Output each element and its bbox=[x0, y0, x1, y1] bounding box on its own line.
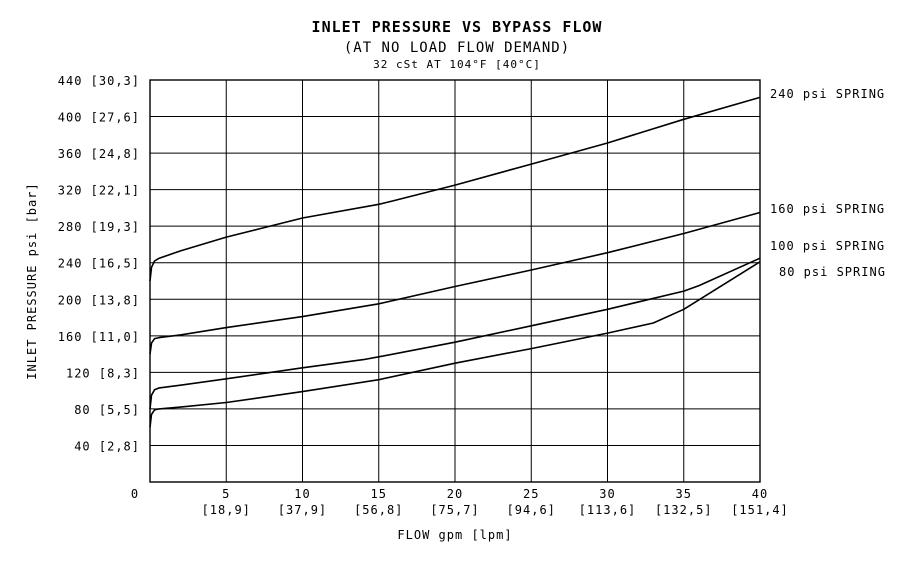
y-tick-label: 120 [8,3] bbox=[66, 366, 140, 380]
series bbox=[149, 96, 761, 428]
x-tick-sublabel: [37,9] bbox=[278, 503, 327, 517]
x-tick-sublabel: [132,5] bbox=[655, 503, 713, 517]
y-tick-label: 160 [11,0] bbox=[58, 330, 140, 344]
y-tick-label: 280 [19,3] bbox=[58, 220, 140, 234]
y-axis-label: INLET PRESSURE psi [bar] bbox=[25, 182, 39, 379]
x-tick-label: 15 bbox=[371, 487, 387, 501]
y-tick-label: 40 [2,8] bbox=[74, 439, 140, 453]
chart-title: INLET PRESSURE VS BYPASS FLOW bbox=[312, 18, 603, 36]
series-line bbox=[149, 261, 761, 428]
y-tick-label: 80 [5,5] bbox=[74, 403, 140, 417]
x-tick-sublabel: [18,9] bbox=[202, 503, 251, 517]
series-label: 160 psi SPRING bbox=[770, 202, 885, 216]
y-tick-label: 320 [22,1] bbox=[58, 184, 140, 198]
y-ticks: 40 [2,8] 80 [5,5] 120 [8,3] 160 [11,0] 200 [… bbox=[58, 74, 140, 453]
series-line bbox=[149, 257, 761, 409]
series-line bbox=[149, 211, 761, 355]
x-axis-label: FLOW gpm [lpm] bbox=[397, 528, 512, 542]
series-labels: 240 psi SPRING 160 psi SPRING 100 psi SPRI… bbox=[770, 87, 886, 279]
x-tick-label: 5 bbox=[222, 487, 230, 501]
y-tick-label: 360 [24,8] bbox=[58, 147, 140, 161]
x-ticks: 0 5 [18,9] 10 [37,9] 15 [56,8] 20 [75,7] 25 [94,6]… bbox=[131, 487, 789, 517]
x-tick-sublabel: [75,7] bbox=[430, 503, 479, 517]
y-tick-label: 440 [30,3] bbox=[58, 74, 140, 88]
x-tick-label: 20 bbox=[447, 487, 463, 501]
series-label: 80 psi SPRING bbox=[779, 265, 886, 279]
chart-subtitle: (AT NO LOAD FLOW DEMAND) bbox=[344, 40, 570, 56]
x-tick-label: 10 bbox=[294, 487, 310, 501]
x-tick-label: 25 bbox=[523, 487, 539, 501]
x-tick-label: 35 bbox=[676, 487, 692, 501]
y-tick-label: 400 [27,6] bbox=[58, 111, 140, 125]
series-line bbox=[149, 96, 761, 282]
x-tick-label: 30 bbox=[599, 487, 615, 501]
series-label: 100 psi SPRING bbox=[770, 239, 885, 253]
x-tick-label: 0 bbox=[131, 487, 139, 501]
x-tick-sublabel: [113,6] bbox=[579, 503, 637, 517]
x-tick-sublabel: [94,6] bbox=[507, 503, 556, 517]
series-label: 240 psi SPRING bbox=[770, 87, 885, 101]
y-tick-label: 200 [13,8] bbox=[58, 293, 140, 307]
grid bbox=[150, 80, 760, 482]
chart-note: 32 cSt AT 104°F [40°C] bbox=[373, 58, 541, 71]
x-tick-label: 40 bbox=[752, 487, 768, 501]
y-tick-label: 240 [16,5] bbox=[58, 257, 140, 271]
x-tick-sublabel: [56,8] bbox=[354, 503, 403, 517]
x-tick-sublabel: [151,4] bbox=[731, 503, 789, 517]
